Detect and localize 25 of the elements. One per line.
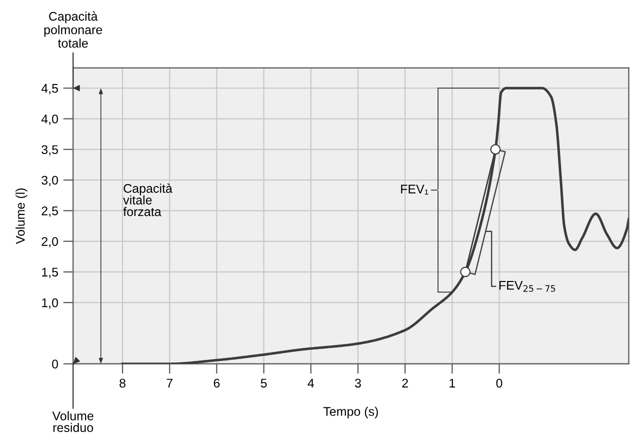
annotation: FEV$_{25−75}$ bbox=[499, 281, 556, 292]
annotation: Capacità vitale forzata bbox=[123, 184, 172, 216]
annotation: FEV₁ bbox=[401, 184, 428, 194]
x-tick-label: 7 bbox=[166, 378, 172, 388]
y-tick-label: 3,0 bbox=[42, 176, 58, 186]
y-axis-title: Volume (l) bbox=[16, 188, 28, 244]
x-tick-label: 5 bbox=[260, 378, 267, 388]
x-tick-label: 8 bbox=[120, 378, 126, 388]
y-tick-label: 1,5 bbox=[42, 268, 58, 278]
y-tick-label: 4,5 bbox=[41, 84, 58, 94]
y-tick-label: 2,0 bbox=[42, 237, 58, 248]
x-tick-label: 6 bbox=[214, 378, 220, 388]
y-tick-label: 0 bbox=[52, 360, 58, 368]
text: Capacità polmonare totale bbox=[44, 11, 102, 48]
x-axis-title: Tempo (s) bbox=[323, 406, 378, 418]
text: Volume residuo bbox=[52, 411, 94, 432]
y-tick-label: 1,0 bbox=[42, 298, 58, 309]
x-tick-label: 0 bbox=[496, 378, 502, 388]
y-tick-label: 4,0 bbox=[41, 114, 58, 125]
x-tick-label: 2 bbox=[402, 378, 408, 388]
y-tick-label: 2,5 bbox=[42, 206, 58, 217]
y-tick-label: 3,5 bbox=[42, 145, 58, 156]
x-tick-label: 1 bbox=[450, 378, 456, 388]
x-tick-label: 4 bbox=[308, 378, 314, 388]
x-tick-label: 3 bbox=[354, 378, 361, 388]
